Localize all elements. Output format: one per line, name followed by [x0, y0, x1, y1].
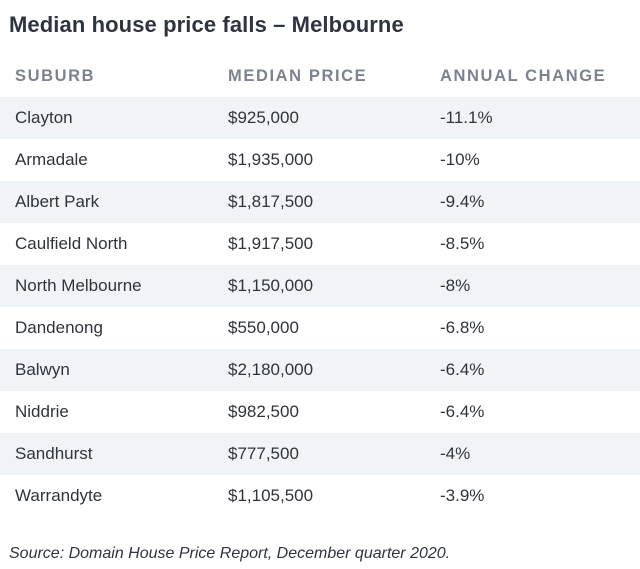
median-price-cell: $550,000 — [212, 307, 424, 349]
suburb-cell: Armadale — [0, 139, 212, 181]
suburb-cell: Niddrie — [0, 391, 212, 433]
median-price-cell: $777,500 — [212, 433, 424, 475]
table-row: Sandhurst $777,500 -4% — [0, 433, 640, 475]
median-price-cell: $1,150,000 — [212, 265, 424, 307]
annual-change-cell: -10% — [424, 139, 640, 181]
annual-change-cell: -6.4% — [424, 349, 640, 391]
table-header: SUBURB MEDIAN PRICE ANNUAL CHANGE — [0, 56, 640, 97]
annual-change-cell: -8% — [424, 265, 640, 307]
suburb-cell: Warrandyte — [0, 475, 212, 517]
median-price-cell: $925,000 — [212, 97, 424, 139]
median-price-table: SUBURB MEDIAN PRICE ANNUAL CHANGE Clayto… — [0, 56, 640, 517]
column-header-annual-change: ANNUAL CHANGE — [424, 56, 640, 97]
median-price-cell: $1,105,500 — [212, 475, 424, 517]
suburb-cell: Albert Park — [0, 181, 212, 223]
annual-change-cell: -3.9% — [424, 475, 640, 517]
annual-change-cell: -11.1% — [424, 97, 640, 139]
annual-change-cell: -4% — [424, 433, 640, 475]
median-price-cell: $982,500 — [212, 391, 424, 433]
column-header-suburb: SUBURB — [0, 56, 212, 97]
table-row: Armadale $1,935,000 -10% — [0, 139, 640, 181]
annual-change-cell: -9.4% — [424, 181, 640, 223]
suburb-cell: Sandhurst — [0, 433, 212, 475]
column-header-median-price: MEDIAN PRICE — [212, 56, 424, 97]
table-title: Median house price falls – Melbourne — [9, 12, 404, 37]
annual-change-cell: -6.4% — [424, 391, 640, 433]
annual-change-cell: -8.5% — [424, 223, 640, 265]
median-price-cell: $1,817,500 — [212, 181, 424, 223]
median-price-cell: $2,180,000 — [212, 349, 424, 391]
table-row: North Melbourne $1,150,000 -8% — [0, 265, 640, 307]
annual-change-cell: -6.8% — [424, 307, 640, 349]
source-note: Source: Domain House Price Report, Decem… — [9, 545, 451, 562]
table-row: Dandenong $550,000 -6.8% — [0, 307, 640, 349]
median-price-cell: $1,917,500 — [212, 223, 424, 265]
header-row: SUBURB MEDIAN PRICE ANNUAL CHANGE — [0, 56, 640, 97]
table-row: Clayton $925,000 -11.1% — [0, 97, 640, 139]
table-row: Warrandyte $1,105,500 -3.9% — [0, 475, 640, 517]
table-row: Balwyn $2,180,000 -6.4% — [0, 349, 640, 391]
table-row: Caulfield North $1,917,500 -8.5% — [0, 223, 640, 265]
suburb-cell: Balwyn — [0, 349, 212, 391]
table-row: Niddrie $982,500 -6.4% — [0, 391, 640, 433]
table-row: Albert Park $1,817,500 -9.4% — [0, 181, 640, 223]
table-body: Clayton $925,000 -11.1% Armadale $1,935,000-… — [0, 97, 640, 517]
median-price-cell: $1,935,000 — [212, 139, 424, 181]
suburb-cell: Caulfield North — [0, 223, 212, 265]
suburb-cell: North Melbourne — [0, 265, 212, 307]
suburb-cell: Clayton — [0, 97, 212, 139]
suburb-cell: Dandenong — [0, 307, 212, 349]
